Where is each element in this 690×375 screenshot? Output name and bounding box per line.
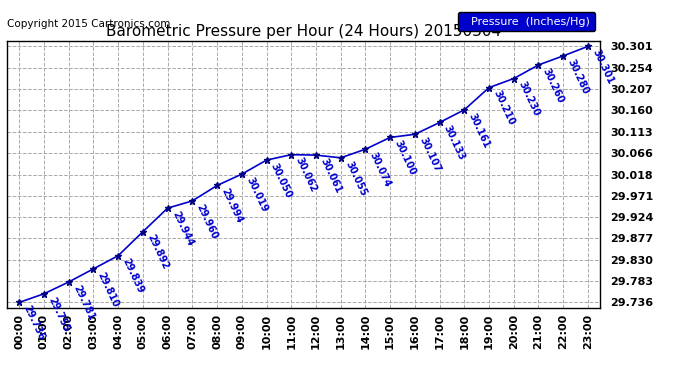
- Text: 30.019: 30.019: [244, 176, 269, 214]
- Text: 29.892: 29.892: [146, 233, 170, 272]
- Text: 29.781: 29.781: [71, 284, 96, 322]
- Text: 29.755: 29.755: [46, 295, 71, 333]
- Text: 29.839: 29.839: [121, 257, 146, 296]
- Text: 29.944: 29.944: [170, 210, 195, 248]
- Text: 30.161: 30.161: [466, 111, 492, 149]
- Text: 30.055: 30.055: [343, 159, 368, 197]
- Text: 30.050: 30.050: [269, 162, 294, 200]
- Text: 29.736: 29.736: [22, 304, 47, 342]
- Text: 30.100: 30.100: [393, 139, 417, 177]
- Text: 30.301: 30.301: [591, 48, 615, 86]
- Text: 30.062: 30.062: [294, 156, 319, 194]
- Text: 29.960: 29.960: [195, 202, 219, 240]
- Title: Barometric Pressure per Hour (24 Hours) 20150304: Barometric Pressure per Hour (24 Hours) …: [106, 24, 501, 39]
- Text: 30.133: 30.133: [442, 124, 467, 162]
- Text: Copyright 2015 Cartronics.com: Copyright 2015 Cartronics.com: [7, 19, 170, 29]
- Text: 30.260: 30.260: [541, 66, 566, 105]
- Text: 30.074: 30.074: [368, 151, 393, 189]
- Text: 30.210: 30.210: [491, 89, 516, 127]
- Text: 29.994: 29.994: [219, 187, 244, 225]
- Text: 30.061: 30.061: [318, 156, 344, 195]
- Text: 30.107: 30.107: [417, 136, 442, 174]
- Legend: Pressure  (Inches/Hg): Pressure (Inches/Hg): [458, 12, 595, 31]
- Text: 30.230: 30.230: [516, 80, 541, 118]
- Text: 29.810: 29.810: [96, 270, 121, 309]
- Text: 30.280: 30.280: [566, 57, 591, 96]
